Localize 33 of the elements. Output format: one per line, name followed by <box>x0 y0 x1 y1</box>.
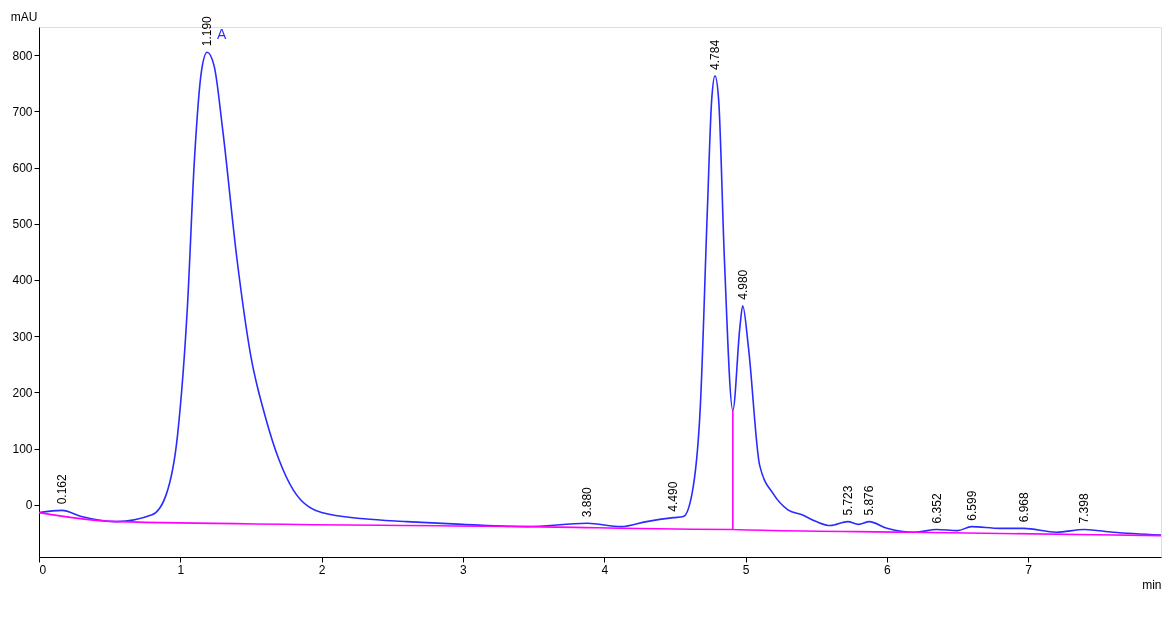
y-tick-label: 600 <box>12 161 33 176</box>
annotation: 7.398 <box>1077 493 1092 524</box>
x-tick-label: 5 <box>742 562 750 577</box>
y-tick-label: 300 <box>12 329 33 344</box>
annotation: 6.352 <box>929 493 944 524</box>
annotation: 0.162 <box>54 474 69 505</box>
y-tick-label: 200 <box>12 385 33 400</box>
x-tick-label: 0 <box>39 562 47 577</box>
y-tick-label: 500 <box>12 217 33 232</box>
y-tick-label: 100 <box>12 442 33 457</box>
y-tick-label: 400 <box>12 273 33 288</box>
annotation: 4.784 <box>708 39 723 70</box>
line-series <box>38 409 1162 537</box>
x-tick-label: 1 <box>177 562 185 577</box>
y-tick-label: 0 <box>25 498 33 513</box>
x-axis-title: min <box>1142 577 1162 592</box>
annotation: 1.190 <box>200 15 215 47</box>
x-tick-label: 3 <box>460 562 468 577</box>
annotation: A <box>217 26 227 42</box>
annotation: 6.599 <box>964 490 979 521</box>
annotation: 5.876 <box>862 485 877 516</box>
annotation: 4.980 <box>735 269 750 300</box>
annotation: 4.490 <box>666 481 681 512</box>
x-tick-label: 7 <box>1025 562 1033 577</box>
y-tick-label: 800 <box>12 48 33 63</box>
annotation: 3.880 <box>580 486 595 518</box>
annotation: 6.968 <box>1016 491 1031 523</box>
x-tick-label: 2 <box>318 562 326 577</box>
x-tick-label: 6 <box>884 562 892 577</box>
annotation: 5.723 <box>840 485 855 516</box>
y-axis-title: mAU <box>10 9 38 24</box>
x-tick-label: 4 <box>601 562 609 577</box>
y-tick-label: 700 <box>12 104 33 119</box>
